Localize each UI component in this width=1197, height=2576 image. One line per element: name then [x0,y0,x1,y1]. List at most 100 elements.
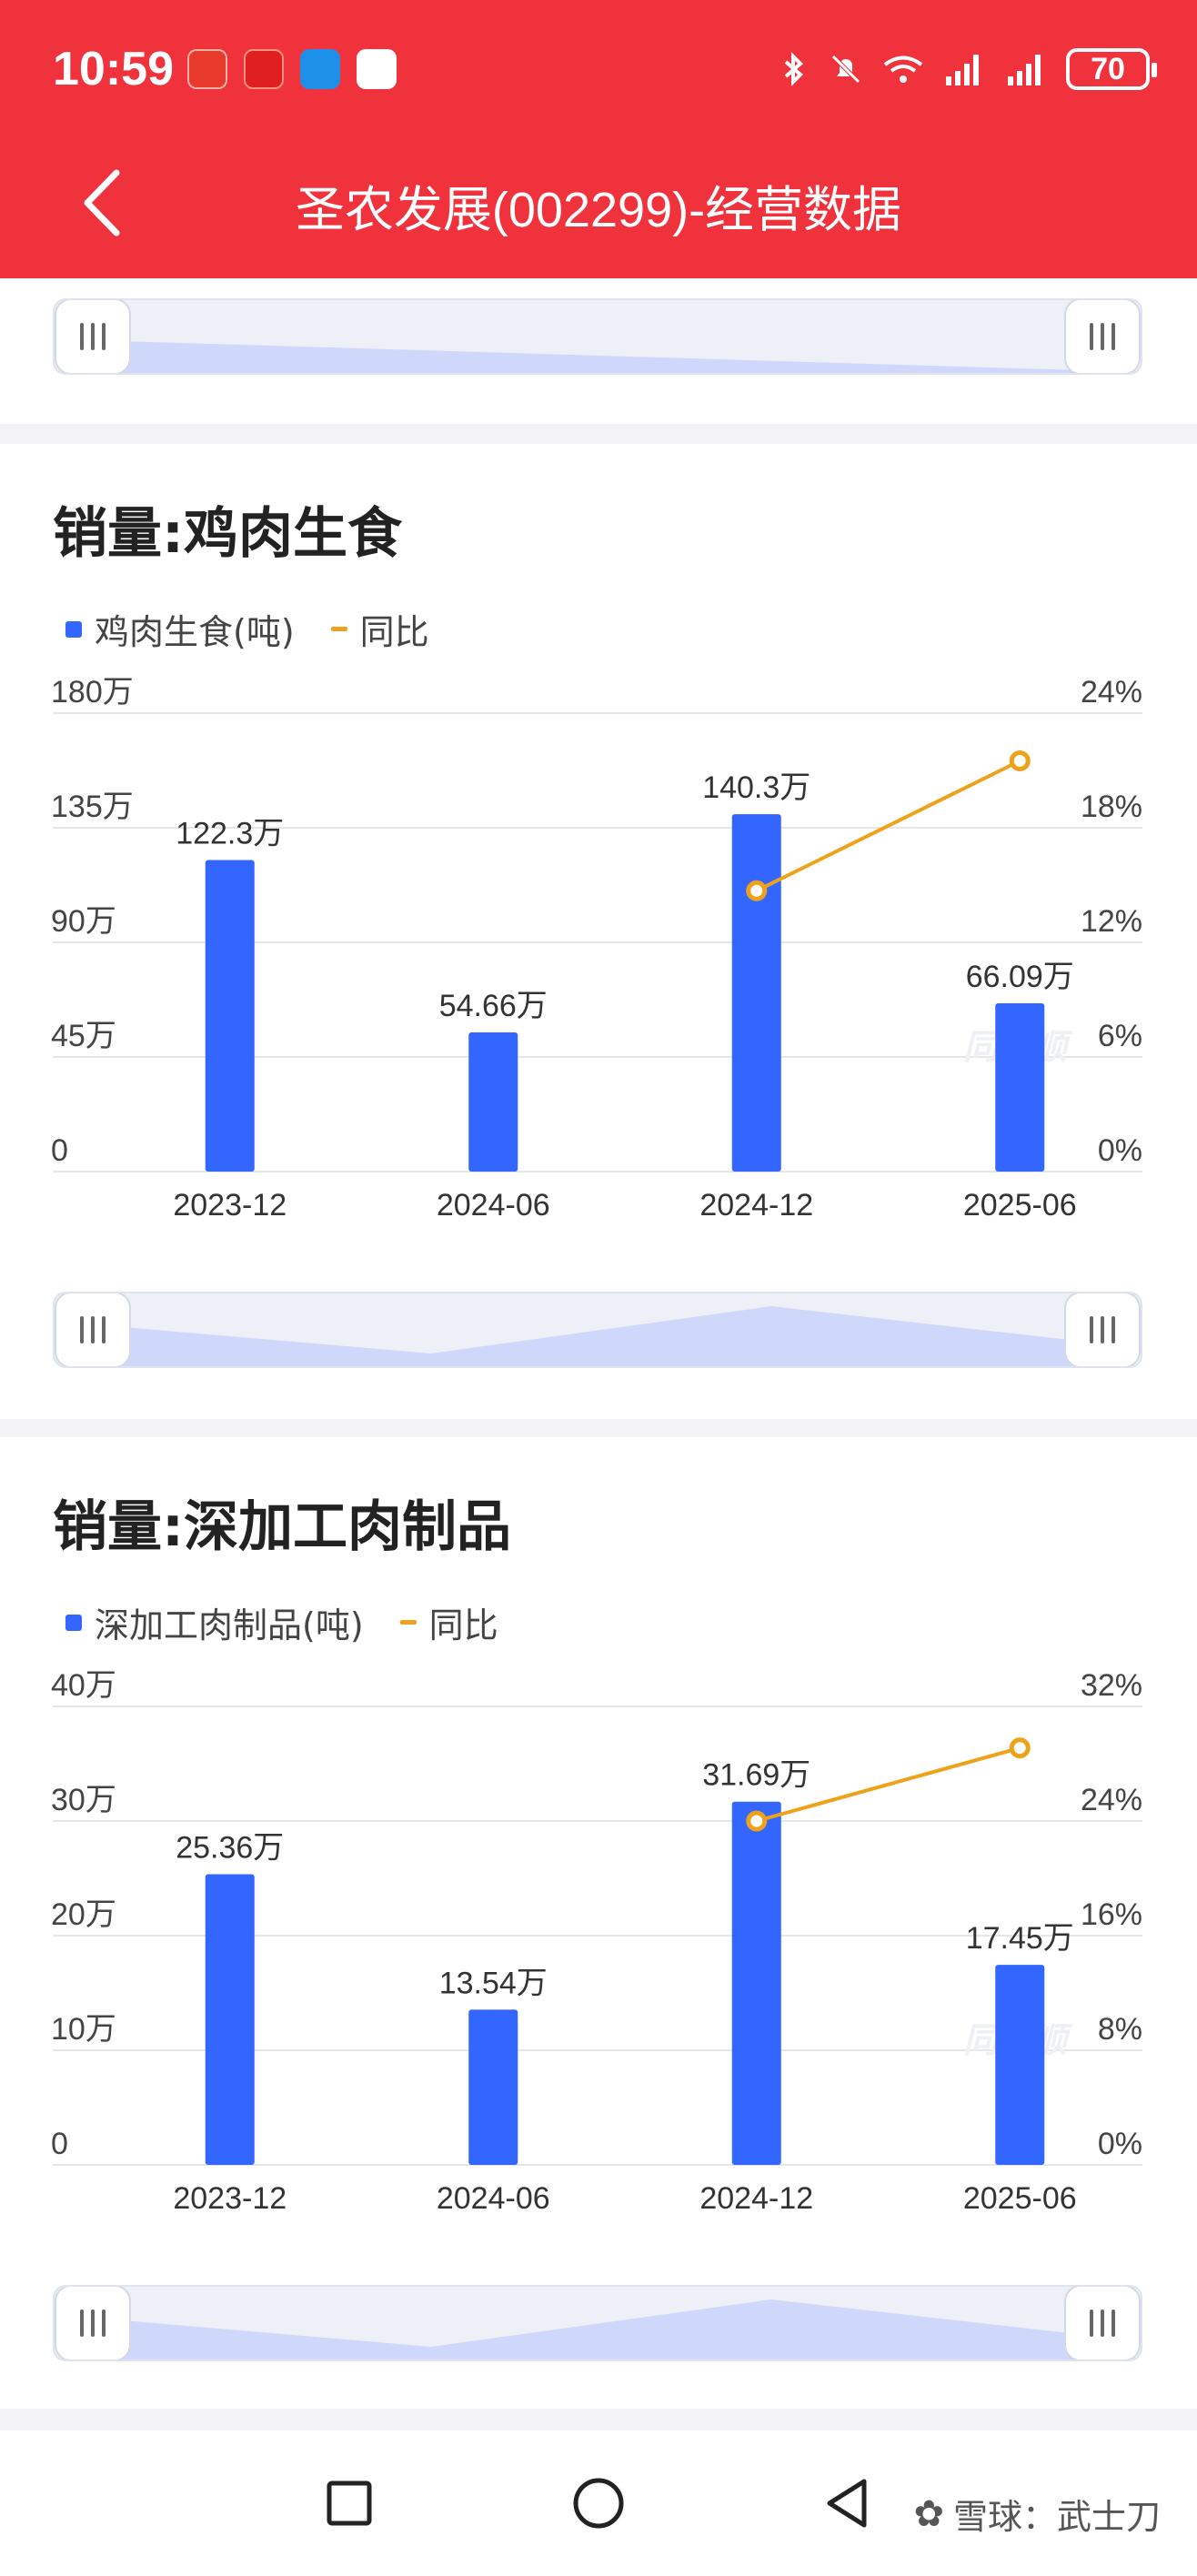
y-axis-left-tick: 45万 [51,1019,116,1053]
chart-card-processed-meat: 销量:深加工肉制品 深加工肉制品(吨) 同比 40万 30万 20万 10万 0 32% 2… [0,1437,1197,2409]
mobile-app-icon [357,49,397,89]
chart-area[interactable]: 180万135万90万45万024%18%12%6%0%同花顺122.3万54.… [0,662,1197,1353]
y-axis-right-tick: 6% [1098,1019,1142,1053]
x-axis-tick: 2024-06 [437,2181,550,2216]
recent-apps-button[interactable] [322,2476,377,2531]
x-axis-tick: 2025-06 [963,2181,1077,2216]
y-axis-left-tick: 40万 [51,1668,116,1703]
back-button[interactable] [819,2474,873,2532]
x-axis-tick: 2025-06 [963,1188,1077,1223]
yoy-point [1009,1737,1031,1759]
slider-preview-area [91,2299,1110,2360]
slider-preview-area [91,1306,1110,1366]
y-axis-left-tick: 0 [51,1133,68,1168]
y-axis-right-tick: 32% [1081,1668,1142,1703]
slider-preview-area [91,340,1110,373]
y-axis-left-tick: 135万 [51,790,134,824]
bar [468,1031,518,1172]
y-axis-left-tick: 0 [51,2127,68,2161]
x-axis-tick: 2023-12 [173,2181,287,2216]
range-slider[interactable] [53,2285,1142,2361]
legend-bar-swatch [65,620,82,638]
bar-data-label: 140.3万 [702,770,810,805]
y-axis-left-tick: 180万 [51,675,134,709]
app-header: 10:59 70 圣农发展(002299)-经营数据 [0,0,1197,278]
bar [205,860,255,1172]
yoy-line [755,759,1021,893]
notification-app-icon [187,49,227,89]
browser-icon [300,49,340,89]
page-title: 圣农发展(002299)-经营数据 [295,183,902,237]
y-axis-left-tick: 90万 [51,904,116,939]
status-time: 10:59 [53,43,174,96]
y-axis-right-tick: 0% [1098,2127,1142,2161]
legend-bar-swatch [65,1614,82,1631]
x-axis-tick: 2024-06 [437,1188,550,1223]
y-axis-right-tick: 16% [1081,1897,1142,1932]
signal-icon [946,55,979,86]
y-axis-left-tick: 20万 [51,1897,116,1932]
y-axis-right-tick: 12% [1081,904,1142,939]
home-button[interactable] [569,2474,628,2532]
status-icons: 70 [775,44,1157,95]
bar-data-label: 31.69万 [702,1758,810,1793]
legend-bar-label[interactable]: 深加工肉制品(吨) [95,1605,364,1645]
battery-indicator: 70 [1066,48,1157,90]
y-axis-right-tick: 0% [1098,1133,1142,1168]
yoy-point [746,1810,768,1832]
chart-area[interactable]: 40万30万20万10万032%24%16%8%0%同花顺25.36万13.54… [0,1655,1197,2347]
chart-title: 销量:深加工肉制品 [53,1495,511,1559]
system-nav-bar [0,2430,1197,2576]
legend-line-swatch [399,1620,417,1625]
bar [731,1801,781,2165]
previous-chart-card [0,278,1197,424]
bar-data-label: 17.45万 [966,1921,1074,1956]
bar [995,1002,1045,1172]
chart-card-chicken: 销量:鸡肉生食 鸡肉生食(吨) 同比 180万 135万 90万 45万 0 24% 18%… [0,444,1197,1419]
slider-handle-left[interactable] [55,1293,131,1366]
yoy-point [746,880,768,901]
huawei-icon [244,49,284,89]
y-axis-right-tick: 24% [1081,1783,1142,1817]
slider-handle-right[interactable] [1064,300,1141,373]
chart-legend: 鸡肉生食(吨) 同比 [65,604,429,654]
bar-data-label: 66.09万 [966,960,1074,994]
bluetooth-icon [784,52,803,86]
legend-line-label[interactable]: 同比 [359,612,429,652]
x-axis-tick: 2024-12 [699,1188,813,1223]
signal-icon-2 [1008,55,1041,86]
bell-off-icon [831,55,860,84]
y-axis-left-tick: 10万 [51,2012,116,2047]
back-arrow-icon[interactable] [73,162,136,244]
yoy-line [756,1746,1021,1823]
chart-legend: 深加工肉制品(吨) 同比 [65,1597,498,1647]
slider-handle-left[interactable] [55,300,131,373]
watermark-text: 雪球：武士刀 [952,2497,1161,2537]
bar-data-label: 54.66万 [439,989,548,1023]
legend-line-label[interactable]: 同比 [428,1605,498,1645]
x-axis-tick: 2024-12 [699,2181,813,2216]
bar [468,2009,518,2165]
y-axis-left-tick: 30万 [51,1783,116,1817]
wifi-icon [883,55,923,83]
bar-data-label: 13.54万 [439,1966,548,2000]
bar [731,814,781,1172]
y-axis-right-tick: 8% [1098,2012,1142,2047]
range-slider[interactable] [53,1292,1142,1368]
bar-data-label: 25.36万 [176,1830,284,1865]
chart-title: 销量:鸡肉生食 [53,502,402,566]
range-slider-previous[interactable] [53,298,1142,375]
slider-handle-left[interactable] [55,2287,131,2360]
footer-watermark: ✿ 雪球：武士刀 [913,2489,1161,2539]
bar [995,1965,1045,2165]
legend-line-swatch [330,627,347,631]
x-axis-tick: 2023-12 [173,1188,287,1223]
yoy-point [1009,750,1031,771]
slider-handle-right[interactable] [1064,2287,1141,2360]
legend-bar-label[interactable]: 鸡肉生食(吨) [95,612,295,652]
bar [205,1874,255,2165]
slider-handle-right[interactable] [1064,1293,1141,1366]
xueqiu-logo-icon: ✿ [913,2492,944,2535]
status-bar: 10:59 70 [0,0,1197,146]
bar-data-label: 122.3万 [176,817,284,851]
